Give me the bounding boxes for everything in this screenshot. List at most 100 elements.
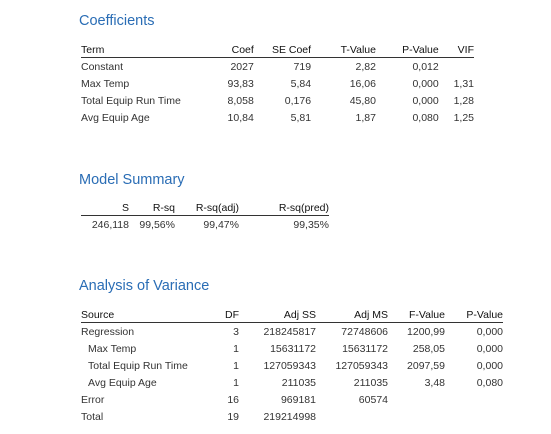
- source-cell: Regression: [81, 325, 135, 338]
- p-value-cell: [445, 391, 503, 408]
- t-value-cell: 45,80: [349, 94, 376, 107]
- t-value-cell: 1,87: [355, 111, 376, 124]
- col-header-adj-ss: Adj SS: [239, 309, 316, 323]
- adj-ms-cell: 72748606: [341, 325, 388, 338]
- term-cell: Total Equip Run Time: [81, 94, 181, 107]
- col-header-s: S: [81, 202, 129, 216]
- r-sq-pred-cell: 99,35%: [293, 218, 329, 231]
- coef-cell: 8,058: [227, 94, 254, 107]
- vif-cell: 1,31: [453, 77, 474, 90]
- source-cell: Total Equip Run Time: [88, 359, 188, 372]
- col-header-r-sq-adj: R-sq(adj): [175, 202, 239, 216]
- p-value-cell: 0,000: [476, 325, 503, 338]
- col-header-t-value: T-Value: [311, 44, 376, 58]
- table-row: Avg Equip Age 1 211035 211035 3,48 0,080: [81, 374, 503, 391]
- t-value-cell: 2,82: [355, 60, 376, 73]
- coef-cell: 93,83: [227, 77, 254, 90]
- f-value-cell: 258,05: [412, 342, 445, 355]
- se-coef-cell: 5,84: [290, 77, 312, 90]
- df-cell: 1: [233, 342, 239, 355]
- s-cell: 246,118: [91, 218, 129, 231]
- col-header-source: Source: [81, 309, 203, 323]
- col-header-vif: VIF: [438, 44, 474, 58]
- adj-ms-cell: [316, 408, 388, 425]
- coefficients-table: Term Coef SE Coef T-Value P-Value VIF Co…: [81, 44, 474, 126]
- f-value-cell: 3,48: [424, 376, 445, 389]
- p-value-cell: 0,012: [412, 60, 439, 73]
- adj-ss-cell: 15631172: [270, 342, 316, 355]
- col-header-df: DF: [203, 309, 239, 323]
- col-header-r-sq-pred: R-sq(pred): [239, 202, 329, 216]
- table-row: Total Equip Run Time 8,058 0,176 45,80 0…: [81, 92, 474, 109]
- vif-cell: 1,28: [453, 94, 474, 107]
- adj-ss-cell: 969181: [280, 393, 316, 406]
- table-row: Total 19 219214998: [81, 408, 503, 425]
- col-header-coef: Coef: [217, 44, 254, 58]
- df-cell: 16: [227, 393, 239, 406]
- t-value-cell: 16,06: [349, 77, 376, 90]
- anova-title: Analysis of Variance: [79, 278, 210, 294]
- f-value-cell: 2097,59: [407, 359, 445, 372]
- model-summary-table: S R-sq R-sq(adj) R-sq(pred) 246,118 99,5…: [81, 202, 329, 233]
- p-value-cell: [445, 408, 503, 425]
- anova-table: Source DF Adj SS Adj MS F-Value P-Value …: [81, 309, 503, 425]
- adj-ss-cell: 211035: [281, 376, 316, 389]
- p-value-cell: 0,000: [412, 77, 439, 90]
- table-row: Total Equip Run Time 1 127059343 1270593…: [81, 357, 503, 374]
- term-cell: Constant: [81, 60, 124, 73]
- table-row: Regression 3 218245817 72748606 1200,99 …: [81, 323, 503, 341]
- col-header-adj-ms: Adj MS: [316, 309, 388, 323]
- p-value-cell: 0,000: [476, 359, 503, 372]
- table-row: Error 16 969181 60574: [81, 391, 503, 408]
- coef-cell: 2027: [230, 60, 254, 73]
- table-row: Avg Equip Age 10,84 5,81 1,87 0,080 1,25: [81, 109, 474, 126]
- f-value-cell: [388, 391, 445, 408]
- adj-ms-cell: 127059343: [335, 359, 388, 372]
- col-header-se-coef: SE Coef: [253, 44, 312, 58]
- r-sq-adj-cell: 99,47%: [203, 218, 239, 231]
- col-header-p-value: P-Value: [445, 309, 503, 323]
- f-value-cell: [388, 408, 445, 425]
- adj-ms-cell: 15631172: [342, 342, 388, 355]
- coefficients-title: Coefficients: [79, 13, 155, 29]
- source-cell: Max Temp: [88, 342, 137, 355]
- vif-cell: [439, 58, 474, 76]
- term-cell: Avg Equip Age: [81, 111, 150, 124]
- anova-header-row: Source DF Adj SS Adj MS F-Value P-Value: [81, 309, 503, 323]
- col-header-r-sq: R-sq: [129, 202, 175, 216]
- vif-cell: 1,25: [453, 111, 474, 124]
- source-cell: Total: [81, 410, 104, 423]
- df-cell: 1: [233, 359, 239, 372]
- table-row: 246,118 99,56% 99,47% 99,35%: [81, 216, 329, 234]
- p-value-cell: 0,080: [412, 111, 439, 124]
- df-cell: 19: [227, 410, 239, 423]
- table-row: Constant 2027 719 2,82 0,012: [81, 58, 474, 76]
- df-cell: 1: [233, 376, 239, 389]
- table-row: Max Temp 93,83 5,84 16,06 0,000 1,31: [81, 75, 474, 92]
- r-sq-cell: 99,56%: [139, 218, 175, 231]
- p-value-cell: 0,000: [412, 94, 439, 107]
- source-cell: Error: [81, 393, 105, 406]
- model-summary-title: Model Summary: [79, 172, 185, 188]
- coefficients-header-row: Term Coef SE Coef T-Value P-Value VIF: [81, 44, 474, 58]
- p-value-cell: 0,000: [476, 342, 503, 355]
- model-summary-header-row: S R-sq R-sq(adj) R-sq(pred): [81, 202, 329, 216]
- se-coef-cell: 5,81: [290, 111, 312, 124]
- term-cell: Max Temp: [81, 77, 130, 90]
- f-value-cell: 1200,99: [407, 325, 445, 338]
- se-coef-cell: 719: [293, 60, 312, 73]
- table-row: Max Temp 1 15631172 15631172 258,05 0,00…: [81, 340, 503, 357]
- source-cell: Avg Equip Age: [88, 376, 157, 389]
- coef-cell: 10,84: [227, 111, 254, 124]
- p-value-cell: 0,080: [476, 376, 503, 389]
- col-header-p-value: P-Value: [375, 44, 439, 58]
- adj-ms-cell: 211035: [353, 376, 388, 389]
- adj-ss-cell: 218245817: [263, 325, 316, 338]
- col-header-f-value: F-Value: [388, 309, 445, 323]
- adj-ms-cell: 60574: [358, 393, 388, 406]
- adj-ss-cell: 127059343: [263, 359, 316, 372]
- df-cell: 3: [233, 325, 239, 338]
- col-header-term: Term: [81, 44, 218, 58]
- se-coef-cell: 0,176: [284, 94, 312, 107]
- adj-ss-cell: 219214998: [263, 410, 316, 423]
